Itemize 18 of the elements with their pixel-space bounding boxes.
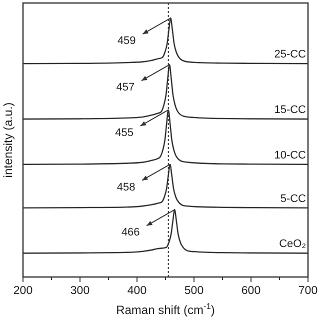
- x-tick-label: 200: [13, 285, 33, 297]
- series-label: 15-CC: [274, 104, 306, 116]
- annotation: 459: [117, 35, 136, 48]
- annotation: 457: [116, 82, 135, 94]
- series-label: 10-CC: [274, 149, 306, 162]
- y-axis-title: intensity (a.u.): [1, 102, 15, 178]
- annotation: 458: [116, 181, 136, 194]
- x-tick-label: 500: [184, 285, 204, 297]
- series-label: 25-CC: [274, 48, 306, 61]
- series-label: CeO₂: [279, 238, 306, 250]
- annotation: 466: [121, 226, 140, 239]
- x-tick-label: 700: [298, 285, 318, 297]
- annotation: 455: [115, 126, 134, 139]
- x-tick-label: 600: [241, 285, 261, 297]
- x-axis-title: Raman shift (cm$^{-1}$): [116, 301, 215, 317]
- x-tick-label: 300: [70, 285, 90, 297]
- x-tick-label: 400: [127, 285, 147, 297]
- series-label: 5-CC: [280, 192, 306, 205]
